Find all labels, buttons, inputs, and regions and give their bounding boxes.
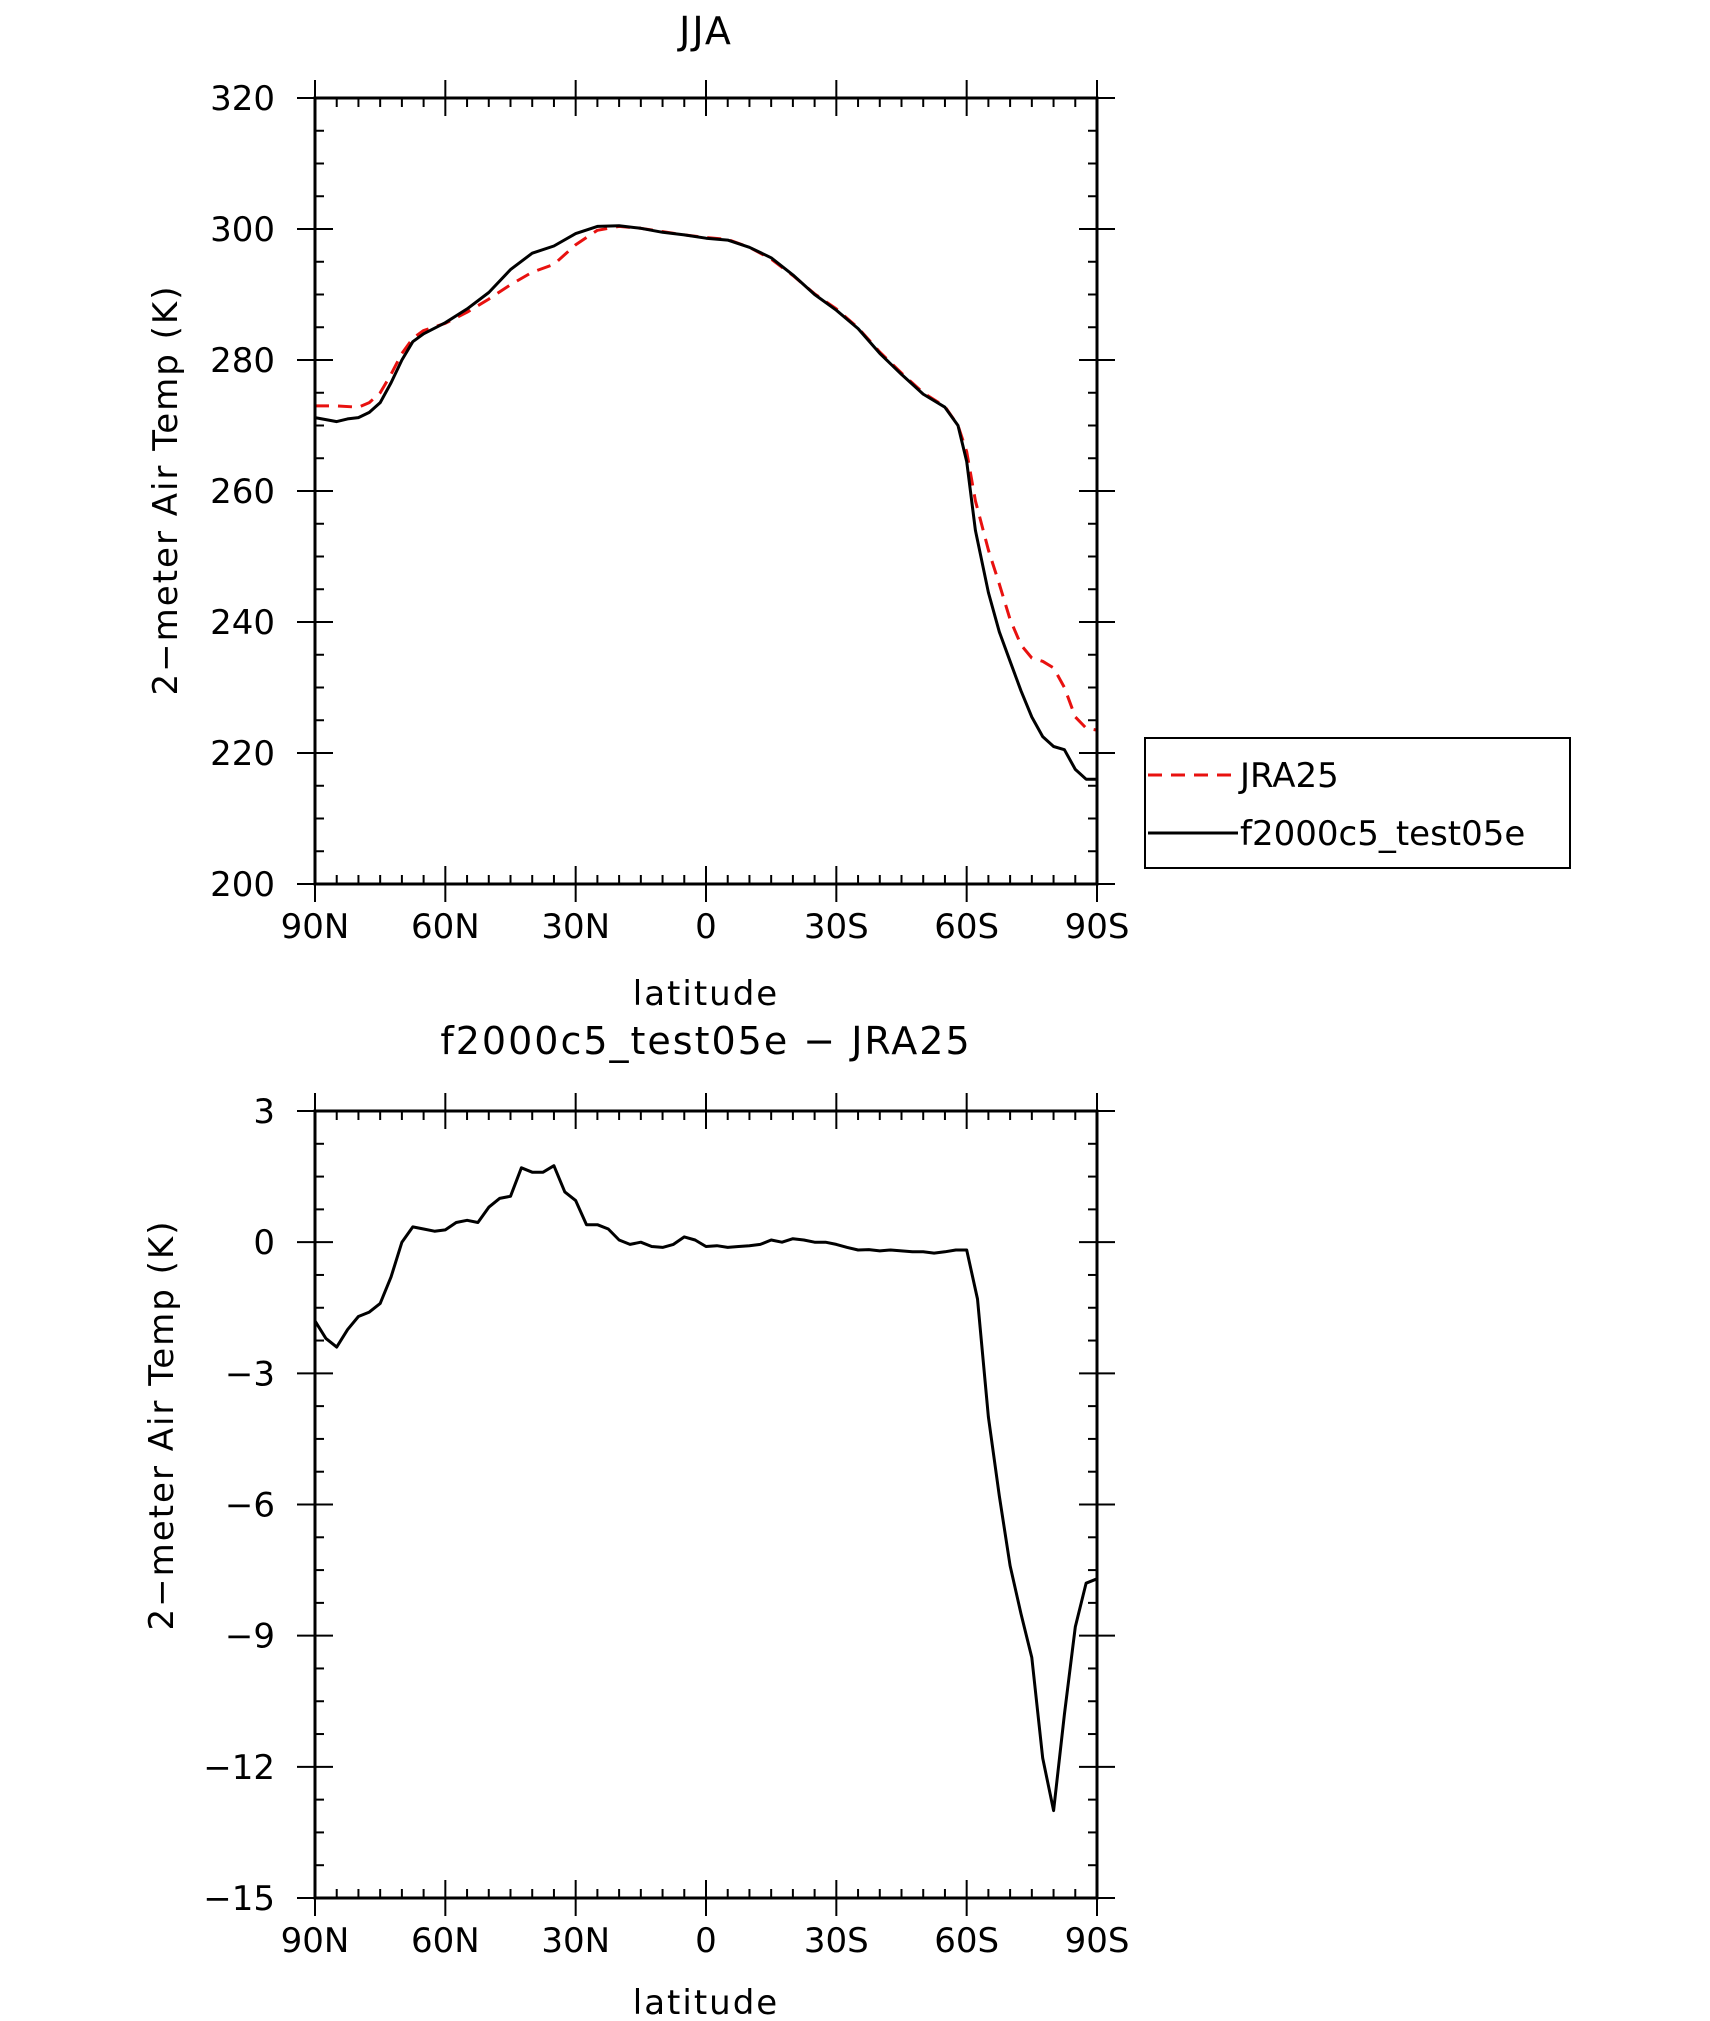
bottom-y-axis-label: 2−meter Air Temp (K) xyxy=(142,1220,182,1631)
legend: JRA25 f2000c5_test05e xyxy=(1144,737,1571,869)
y-tick-label-15: −15 xyxy=(203,1879,275,1919)
x-tick-label-0: 0 xyxy=(695,1921,717,1961)
top-chart-title: JJA xyxy=(677,9,733,53)
legend-label-f2000c5-test05e: f2000c5_test05e xyxy=(1240,814,1525,854)
y-tick-label-3: −3 xyxy=(225,1354,275,1394)
top-series-lines xyxy=(314,224,1098,781)
y-tick-label-280: 280 xyxy=(210,341,275,381)
y-tick-label-300: 300 xyxy=(210,210,275,250)
y-tick-label-3: 3 xyxy=(253,1092,275,1132)
top-x-axis-label: latitude xyxy=(633,974,779,1014)
x-tick-label-60s: 60S xyxy=(934,907,999,947)
x-tick-label-60n: 60N xyxy=(411,907,480,947)
bottom-chart-title: f2000c5_test05e − JRA25 xyxy=(440,1019,971,1063)
series-line-jra25 xyxy=(315,224,1098,732)
y-tick-label-12: −12 xyxy=(203,1748,275,1788)
series-line-f2000c5-test05e xyxy=(314,224,1097,781)
y-tick-label-200: 200 xyxy=(210,865,275,905)
bottom-x-axis-label: latitude xyxy=(633,1983,779,2021)
y-tick-label-260: 260 xyxy=(210,472,275,512)
series-line-difference xyxy=(313,1164,1098,1813)
legend-label-jra25: JRA25 xyxy=(1238,756,1339,796)
y-tick-label-320: 320 xyxy=(210,79,275,119)
bottom-tick-labels: 90N 60N 30N 0 30S 60S 90S −15 −12 −9 −6 −3 0 3 xyxy=(203,1092,1129,1961)
y-tick-label-6: −6 xyxy=(225,1486,275,1526)
bottom-series-lines xyxy=(313,1164,1098,1813)
top-panel: JJA 90N 60N 30N 0 30S 60S 90S 200 220 240 260 280 30… xyxy=(146,9,1571,1014)
bottom-panel: f2000c5_test05e − JRA25 90N 60N 30N 0 30S 60S… xyxy=(142,1019,1129,2021)
top-axis-ticks xyxy=(297,80,1115,902)
top-plot-frame xyxy=(313,96,1099,886)
y-tick-label-240: 240 xyxy=(210,603,275,643)
x-tick-label-0: 0 xyxy=(695,907,717,947)
x-tick-label-30n: 30N xyxy=(541,907,610,947)
bottom-axis-ticks xyxy=(297,1093,1115,1916)
top-y-axis-label: 2−meter Air Temp (K) xyxy=(146,285,186,696)
x-tick-label-30s: 30S xyxy=(804,1921,869,1961)
x-tick-label-60s: 60S xyxy=(934,1921,999,1961)
x-tick-label-30s: 30S xyxy=(804,907,869,947)
x-tick-label-60n: 60N xyxy=(411,1921,480,1961)
bottom-plot-frame xyxy=(313,1109,1099,1900)
x-tick-label-90n: 90N xyxy=(281,1921,350,1961)
y-tick-label-9: −9 xyxy=(225,1617,275,1657)
x-tick-label-90n: 90N xyxy=(281,907,350,947)
legend-box xyxy=(1144,737,1571,869)
x-tick-label-90s: 90S xyxy=(1065,907,1130,947)
y-tick-label-220: 220 xyxy=(210,734,275,774)
x-tick-label-30n: 30N xyxy=(541,1921,610,1961)
x-tick-label-90s: 90S xyxy=(1065,1921,1130,1961)
y-tick-label-0: 0 xyxy=(253,1223,275,1263)
top-tick-labels: 90N 60N 30N 0 30S 60S 90S 200 220 240 260 280 300 320 xyxy=(210,79,1129,947)
